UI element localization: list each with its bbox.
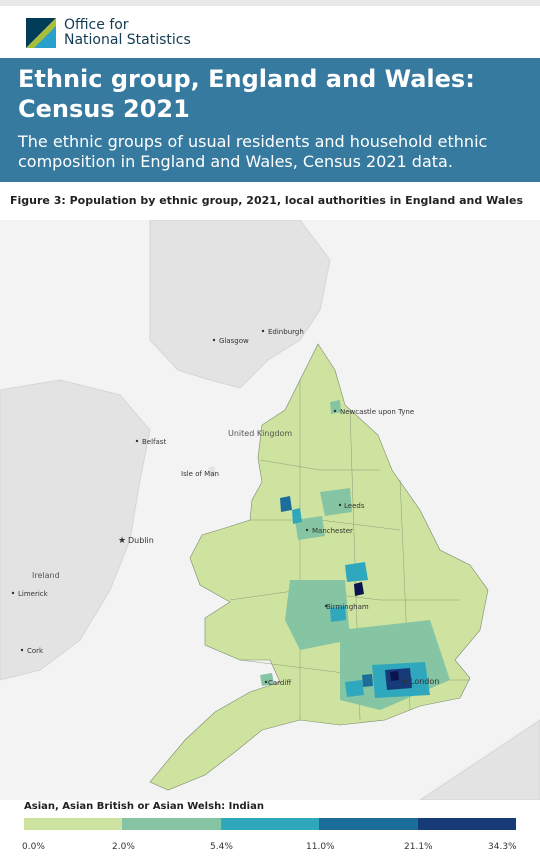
label-dublin: Dublin [128, 536, 154, 545]
area-slough [362, 674, 373, 687]
page-subtitle: The ethnic groups of usual residents and… [18, 132, 523, 172]
label-edinburgh: Edinburgh [268, 328, 304, 336]
legend-title: Asian, Asian British or Asian Welsh: Ind… [24, 801, 264, 812]
title-line-2: Census 2021 [18, 95, 190, 123]
subtitle-line-1: The ethnic groups of usual residents and… [18, 132, 488, 151]
area-manchester [295, 516, 325, 540]
ons-logo-text[interactable]: Office for National Statistics [64, 18, 191, 48]
top-strip [0, 0, 540, 6]
legend-bin-1[interactable] [24, 818, 123, 830]
ons-logo-icon[interactable] [24, 16, 58, 50]
area-bolton [292, 508, 302, 524]
label-glasgow: Glasgow [219, 337, 249, 345]
scotland-landmass [149, 220, 331, 389]
legend-bin-2[interactable] [122, 818, 221, 830]
area-newcastle [330, 400, 341, 414]
label-newcastle: Newcastle upon Tyne [340, 408, 414, 416]
place-labels: Edinburgh Glasgow Newcastle upon Tyne Be… [11, 328, 439, 687]
svg-text:★: ★ [118, 536, 126, 546]
legend-tick-4: 11.0% [306, 842, 335, 852]
legend-bin-5[interactable] [417, 818, 517, 830]
label-birmingham: Birmingham [326, 603, 369, 611]
legend-tick-1: 0.0% [22, 842, 45, 852]
area-blackburn [280, 496, 292, 512]
figure-title: Figure 3: Population by ethnic group, 20… [10, 194, 524, 207]
area-reading [345, 680, 364, 697]
page-title: Ethnic group, England and Wales: Census … [18, 64, 518, 124]
area-cardiff [260, 673, 274, 686]
label-cardiff: Cardiff [268, 679, 291, 687]
subtitle-line-2: composition in England and Wales, Census… [18, 152, 453, 171]
area-derby [345, 562, 368, 582]
legend-tick-2: 2.0% [112, 842, 135, 852]
france-landmass [419, 719, 540, 800]
legend-tick-6: 34.3% [488, 842, 517, 852]
label-leeds: Leeds [344, 502, 365, 510]
label-belfast: Belfast [142, 438, 166, 446]
site-header: Office for National Statistics [0, 6, 540, 56]
legend-tick-3: 5.4% [210, 842, 233, 852]
legend-color-scale [24, 818, 517, 830]
area-coventry [330, 606, 346, 622]
isle-of-man [208, 466, 216, 478]
area-leeds [320, 488, 352, 516]
area-birmingham-region [285, 580, 350, 650]
legend-bin-4[interactable] [319, 818, 418, 830]
label-manchester: Manchester [312, 527, 353, 535]
label-london: London [410, 677, 439, 686]
legend-bin-3[interactable] [220, 818, 320, 830]
title-line-1: Ethnic group, England and Wales: [18, 65, 475, 93]
logo-line-1: Office for [64, 17, 129, 33]
label-united-kingdom: United Kingdom [228, 429, 292, 438]
label-limerick: Limerick [18, 590, 49, 598]
area-harrow [390, 671, 399, 681]
page-banner: Ethnic group, England and Wales: Census … [0, 58, 540, 182]
label-isle-of-man: Isle of Man [181, 470, 219, 478]
area-leicester [354, 582, 364, 596]
svg-text:★: ★ [401, 677, 408, 686]
logo-line-2: National Statistics [64, 32, 191, 48]
choropleth-map[interactable]: Edinburgh Glasgow Newcastle upon Tyne Be… [0, 220, 540, 800]
label-ireland: Ireland [32, 571, 60, 580]
ireland-landmass [0, 379, 151, 681]
label-cork: Cork [27, 647, 44, 655]
legend-tick-5: 21.1% [404, 842, 433, 852]
